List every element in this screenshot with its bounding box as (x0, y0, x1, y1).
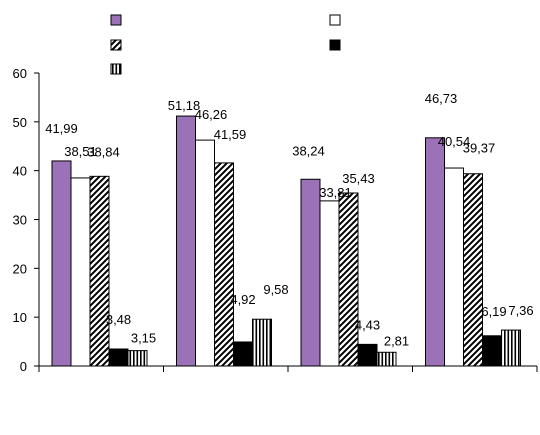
data-label: 46,26 (195, 107, 228, 122)
bar (482, 335, 502, 367)
data-label: 33,81 (319, 185, 352, 200)
bar (425, 137, 445, 367)
bar (319, 200, 340, 367)
data-label: 38,24 (292, 143, 325, 158)
data-label: 6,19 (481, 304, 506, 319)
y-tick-label: 30 (13, 213, 27, 228)
bar (214, 162, 234, 367)
y-tick-label: 60 (13, 66, 27, 81)
data-label: 38,51 (64, 144, 97, 159)
legend (110, 14, 341, 75)
data-label: 7,36 (508, 303, 533, 318)
axes: 0 10 20 30 40 50 60 (13, 66, 538, 374)
bar (108, 348, 129, 367)
data-label: 3,48 (106, 312, 131, 327)
bar (89, 175, 110, 367)
data-label: 51,18 (168, 98, 201, 113)
bar (127, 350, 148, 367)
bar (357, 343, 378, 367)
data-label: 4,43 (355, 317, 380, 332)
legend-swatch (110, 14, 122, 26)
bar (376, 351, 397, 367)
data-label: 35,43 (342, 171, 375, 186)
bar (501, 329, 521, 367)
data-label: 2,81 (384, 333, 409, 348)
data-label: 4,92 (230, 292, 255, 307)
data-label: 39,37 (463, 141, 496, 156)
y-tick-label: 20 (13, 261, 27, 276)
y-tick-label: 40 (13, 164, 27, 179)
bar (51, 160, 72, 367)
y-tick-label: 0 (20, 359, 27, 374)
y-tick-label: 10 (13, 310, 27, 325)
legend-swatch (110, 63, 122, 75)
data-label: 40,54 (438, 134, 471, 149)
data-label: 38,84 (87, 144, 120, 159)
bar (70, 177, 91, 367)
data-label: 3,15 (131, 331, 156, 346)
legend-swatch (329, 14, 341, 26)
legend-swatch (110, 39, 122, 51)
bar (176, 115, 196, 367)
bar (252, 318, 272, 367)
bar (195, 139, 215, 367)
data-label: 46,73 (425, 91, 458, 106)
bar (338, 192, 359, 367)
bar (300, 178, 321, 367)
data-label: 9,58 (263, 282, 288, 297)
data-label: 41,59 (214, 127, 247, 142)
y-tick-label: 50 (13, 115, 27, 130)
bar (233, 341, 253, 367)
bar (463, 173, 483, 367)
bars (51, 115, 521, 367)
bar (444, 167, 464, 367)
data-label: 41,99 (45, 121, 78, 136)
legend-swatch (329, 39, 341, 51)
